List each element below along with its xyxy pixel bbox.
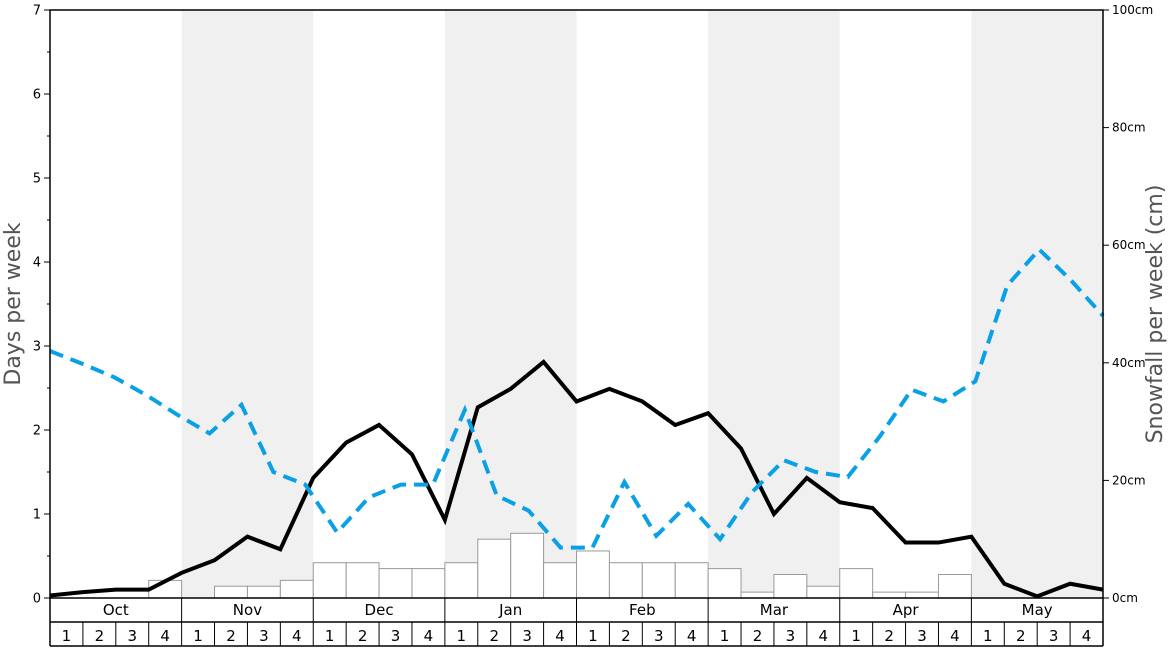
right-tick-label: 40cm (1112, 356, 1146, 370)
right-axis-title: Snowfall per week (cm) (1143, 185, 1168, 444)
week-label: 4 (687, 627, 697, 645)
snowfall-bar (872, 591, 907, 599)
day-lines (49, 246, 1105, 599)
week-label: 4 (950, 627, 960, 645)
snowfall-bar (543, 562, 577, 599)
snowfall-bar (510, 532, 545, 599)
week-label: 2 (95, 627, 105, 645)
right-tick-label: 0cm (1112, 591, 1138, 605)
dashed-line (49, 246, 1105, 550)
right-tick-label: 80cm (1112, 121, 1146, 135)
month-label-mar: Mar (760, 601, 789, 619)
week-label: 1 (193, 627, 203, 645)
snowfall-bar (773, 573, 808, 599)
snowfall-bar (905, 591, 939, 599)
week-label: 1 (325, 627, 335, 645)
snowfall-bar (839, 568, 874, 599)
snowfall-bar (345, 562, 380, 599)
snowfall-bar (937, 573, 972, 599)
week-label: 2 (226, 627, 236, 645)
right-tick-label: 100cm (1112, 3, 1153, 17)
week-label: 1 (588, 627, 598, 645)
week-label: 3 (522, 627, 532, 645)
week-label: 4 (424, 627, 434, 645)
week-label: 3 (259, 627, 269, 645)
left-tick-label: 5 (33, 172, 41, 187)
left-tick-label: 4 (33, 256, 41, 271)
week-label: 4 (160, 627, 170, 645)
week-label: 3 (391, 627, 401, 645)
snowfall-bar (378, 568, 413, 599)
left-tick-label: 1 (33, 508, 41, 523)
month-band-mar (708, 10, 840, 598)
week-label: 2 (489, 627, 499, 645)
left-axis: 0 1 2 3 4 5 6 7 (33, 4, 50, 607)
month-label-may: May (1022, 601, 1053, 619)
week-label: 3 (654, 627, 664, 645)
snowfall-bar (707, 568, 742, 599)
week-label: 1 (720, 627, 730, 645)
snowfall-bar (674, 562, 709, 599)
snowfall-bar (608, 562, 643, 599)
snowfall-bar (214, 585, 248, 599)
left-tick-label: 3 (33, 340, 41, 355)
snowfall-bar (477, 538, 512, 599)
snowfall-bar (444, 562, 479, 599)
solid-line (49, 359, 1104, 599)
week-label: 4 (819, 627, 829, 645)
month-label-oct: Oct (103, 601, 129, 619)
left-tick-label: 7 (33, 4, 41, 19)
week-label: 1 (457, 627, 467, 645)
week-label: 3 (786, 627, 796, 645)
snowfall-bar (806, 585, 841, 599)
week-label: 3 (1049, 627, 1059, 645)
week-label: 3 (917, 627, 927, 645)
x-axis: Oct 1 2 3 4 Nov 1 2 3 4 Dec 1 2 3 4 Jan 1 2 3 4 Feb 1 2 3 4 Mar 1 2… (49, 598, 1104, 647)
month-bands (181, 10, 1103, 598)
week-label: 1 (983, 627, 993, 645)
left-axis-title: Days per week (1, 222, 26, 385)
month-label-jan: Jan (498, 601, 522, 619)
month-label-apr: Apr (893, 601, 920, 619)
week-label: 4 (292, 627, 302, 645)
week-label: 2 (1016, 627, 1026, 645)
week-label: 3 (127, 627, 137, 645)
week-label: 4 (555, 627, 565, 645)
snowfall-bar (641, 562, 676, 599)
snowfall-bar (312, 562, 347, 599)
snowfall-bar (279, 579, 314, 599)
right-axis: 0cm 20cm 40cm 60cm 80cm 100cm (1103, 3, 1153, 605)
week-label: 1 (851, 627, 861, 645)
snowfall-bar (740, 591, 775, 599)
snowfall-bar (576, 550, 610, 599)
month-band-jan (444, 10, 577, 598)
right-tick-label: 20cm (1112, 473, 1146, 487)
week-label: 2 (753, 627, 763, 645)
left-tick-label: 2 (33, 424, 41, 439)
week-label: 2 (884, 627, 894, 645)
month-band-may (971, 10, 1103, 598)
week-label: 4 (1082, 627, 1092, 645)
week-label: 2 (621, 627, 631, 645)
week-label: 2 (358, 627, 368, 645)
left-tick-label: 0 (33, 592, 41, 607)
snowfall-bar (411, 568, 446, 599)
month-label-nov: Nov (233, 601, 262, 619)
month-label-dec: Dec (365, 601, 394, 619)
month-label-feb: Feb (629, 601, 656, 619)
week-label: 1 (62, 627, 72, 645)
left-tick-label: 6 (33, 88, 41, 103)
month-band-nov (181, 10, 314, 598)
right-tick-label: 60cm (1112, 238, 1146, 252)
snowfall-bar (246, 585, 281, 599)
